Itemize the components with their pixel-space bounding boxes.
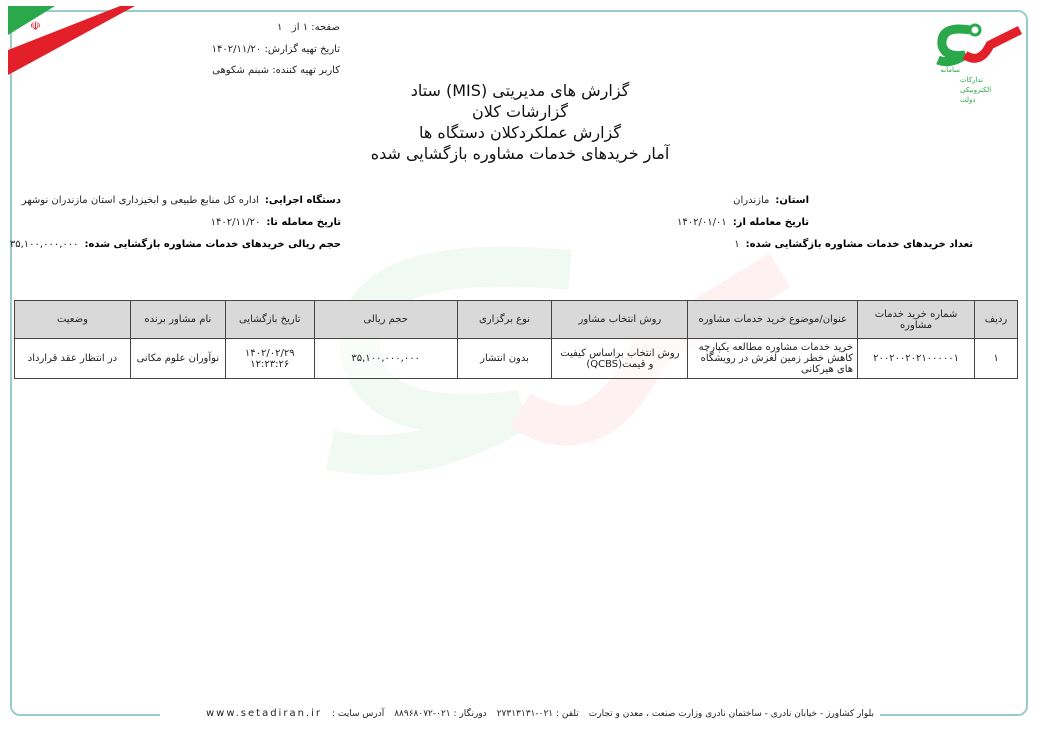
svg-text:☫: ☫ <box>30 19 41 33</box>
preparer-value: شبنم شکوهی <box>212 65 270 76</box>
cell-open-date: ۱۴۰۲/۰۲/۲۹ ۱۲:۲۳:۲۶ <box>224 338 315 379</box>
col-row: ردیف <box>974 300 1018 339</box>
date-from-value: ۱۴۰۲/۰۱/۰۱ <box>676 217 727 228</box>
cell-status: در انتظار عقد قرارداد <box>14 338 131 379</box>
svg-text:دولت: دولت <box>960 96 976 104</box>
footer: بلوار کشاورز - خیابان نادری - ساختمان نا… <box>160 708 880 719</box>
svg-text:الکترونیکی: الکترونیکی <box>960 86 991 94</box>
report-titles: گزارش های مدیریتی (MIS) ستاد گزارشات کلا… <box>250 80 790 164</box>
cell-volume: ۳۵,۱۰۰,۰۰۰,۰۰۰ <box>313 338 458 379</box>
svg-text:سامانه: سامانه <box>940 66 960 74</box>
col-status: وضعیت <box>14 300 131 339</box>
cell-method: روش انتخاب براساس کیفیت و قیمت(QCBS) <box>551 338 689 379</box>
table-row: ۱ ۲۰۰۲۰۰۲۰۲۱۰۰۰۰۰۱ خرید خدمات مشاوره مطا… <box>14 338 1018 379</box>
date-from-label: تاریخ معامله از: <box>732 217 809 228</box>
setad-logo: سامانه تدارکات الکترونیکی دولت <box>936 23 1023 104</box>
agency: دستگاه اجرایی: اداره کل منابع طبیعی و ابخ… <box>22 195 341 206</box>
footer-phone: تلفن : ۰۲۱-۲۷۳۱۳۱۳۱ <box>496 708 579 719</box>
preparer: کاربر تهیه کننده: شبنم شکوهی <box>160 65 340 76</box>
page-total: ۱ <box>276 22 283 33</box>
col-volume: حجم ریالی <box>313 300 458 339</box>
results-table: ردیف شماره خرید خدمات مشاوره عنوان/موضوع… <box>14 300 1018 379</box>
footer-address: بلوار کشاورز - خیابان نادری - ساختمان نا… <box>588 708 874 719</box>
page-of: از <box>291 22 300 33</box>
province-label: استان: <box>775 195 809 206</box>
count-value: ۱ <box>734 239 740 250</box>
footer-fax: دورنگار : ۰۲۱-۸۸۹۶۸۰۷۲ <box>394 708 487 719</box>
date-to-label: تاریخ معامله تا: <box>266 217 341 228</box>
date-to: تاریخ معامله تا: ۱۴۰۲/۱۱/۲۰ <box>211 217 341 228</box>
footer-site-link[interactable]: www.setadiran.ir <box>206 708 322 719</box>
cell-winner: نوآوران علوم مکانی <box>129 338 226 379</box>
col-number: شماره خرید خدمات مشاوره <box>857 300 976 339</box>
footer-site-label: آدرس سایت : <box>331 708 385 719</box>
cell-number: ۲۰۰۲۰۰۲۰۲۱۰۰۰۰۰۱ <box>857 338 976 379</box>
date-to-value: ۱۴۰۲/۱۱/۲۰ <box>210 217 261 228</box>
volume-label: حجم ریالی خریدهای خدمات مشاوره بازگشایی … <box>84 239 341 250</box>
province-value: مازندران <box>733 195 770 206</box>
report-date: تاریخ تهیه گزارش: ۱۴۰۲/۱۱/۲۰ <box>160 44 340 55</box>
count-label: تعداد خریدهای خدمات مشاوره بازگشایی شده: <box>745 239 973 250</box>
col-type: نوع برگزاری <box>456 300 553 339</box>
title-line: گزارش عملکردکلان دستگاه ها <box>419 123 621 142</box>
volume: حجم ریالی خریدهای خدمات مشاوره بازگشایی … <box>10 239 341 250</box>
col-winner: نام مشاور برنده <box>129 300 226 339</box>
province: استان: مازندران <box>733 195 809 206</box>
col-title: عنوان/موضوع خرید خدمات مشاوره <box>687 300 859 339</box>
volume-value: ۳۵,۱۰۰,۰۰۰,۰۰۰ <box>9 239 79 250</box>
agency-value: اداره کل منابع طبیعی و ابخیزداری استان م… <box>21 195 259 206</box>
count: تعداد خریدهای خدمات مشاوره بازگشایی شده:… <box>734 239 973 250</box>
title-line: آمار خریدهای خدمات مشاوره بازگشایی شده <box>370 144 670 163</box>
cell-row: ۱ <box>974 338 1018 379</box>
date-from: تاریخ معامله از: ۱۴۰۲/۰۱/۰۱ <box>677 217 809 228</box>
agency-label: دستگاه اجرایی: <box>264 195 341 206</box>
svg-text:تدارکات: تدارکات <box>960 76 983 84</box>
iran-flag-emblem: ☫ <box>8 6 135 75</box>
report-date-value: ۱۴۰۲/۱۱/۲۰ <box>211 44 262 55</box>
title-line: گزارش های مدیریتی (MIS) ستاد <box>410 81 630 100</box>
page-number: صفحه: ۱ از ۱ <box>160 22 340 33</box>
title-line: گزارشات کلان <box>472 102 568 121</box>
col-open-date: تاریخ بازگشایی <box>224 300 315 339</box>
logo-watermark <box>325 246 790 475</box>
page-label: صفحه: <box>311 22 340 33</box>
report-date-label: تاریخ تهیه گزارش: <box>264 44 341 55</box>
table-header-row: ردیف شماره خرید خدمات مشاوره عنوان/موضوع… <box>14 300 1018 339</box>
col-method: روش انتخاب مشاور <box>551 300 689 339</box>
cell-type: بدون انتشار <box>456 338 553 379</box>
cell-title: خرید خدمات مشاوره مطالعه یکپارچه کاهش خط… <box>687 338 859 379</box>
page-current: ۱ <box>302 22 309 33</box>
preparer-label: کاربر تهیه کننده: <box>272 65 340 76</box>
